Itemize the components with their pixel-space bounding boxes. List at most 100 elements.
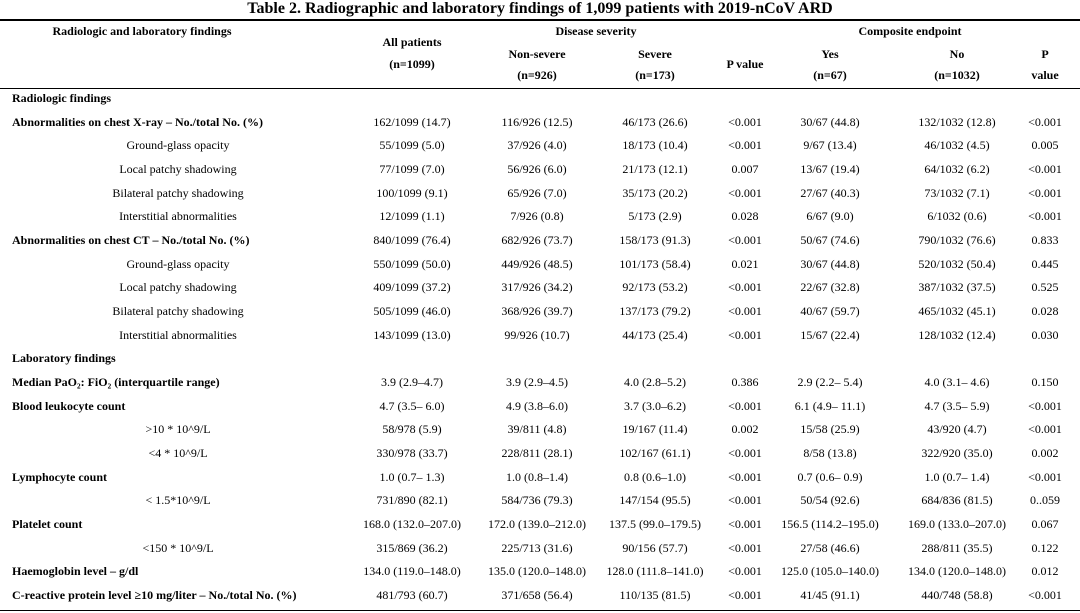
table-cell: 0.386 xyxy=(731,375,759,390)
row-label: Interstitial abnormalities xyxy=(119,327,237,342)
table-cell: 6/1032 (0.6) xyxy=(927,209,987,224)
table-cell: 56/926 (6.0) xyxy=(507,162,567,176)
table-cell: 520/1032 (50.4) xyxy=(918,256,996,271)
row-label: Interstitial abnormalities xyxy=(119,209,237,224)
row-label: Haemoglobin level – g/dl xyxy=(12,564,139,579)
table-cell: 0.007 xyxy=(731,162,759,176)
table-cell: <0.001 xyxy=(728,304,762,319)
table-cell: 27/67 (40.3) xyxy=(800,185,860,200)
table-cell: 684/836 (81.5) xyxy=(921,493,993,508)
table-cell: 0.525 xyxy=(1031,280,1059,295)
table-cell: 4.0 (2.8–5.2) xyxy=(624,375,686,390)
table-cell: 50/67 (74.6) xyxy=(800,233,860,248)
table-cell: 330/978 (33.7) xyxy=(376,446,448,461)
row-label: Local patchy shadowing xyxy=(119,280,237,295)
table-cell: 40/67 (59.7) xyxy=(800,304,860,319)
table-cell: 322/920 (35.0) xyxy=(921,446,993,461)
header-cell: P value xyxy=(726,57,764,71)
table-cell: 9/67 (13.4) xyxy=(803,138,857,153)
header-cell: No xyxy=(949,47,965,61)
table-cell: 0.021 xyxy=(731,256,759,271)
table-cell: 101/173 (58.4) xyxy=(619,256,691,271)
table-cell: <0.001 xyxy=(1028,588,1062,603)
table-cell: 30/67 (44.8) xyxy=(800,114,860,129)
row-label: Local patchy shadowing xyxy=(119,162,237,176)
table-cell: <0.001 xyxy=(728,446,762,461)
table-cell: <0.001 xyxy=(728,588,762,603)
table-cell: 0.445 xyxy=(1031,256,1059,271)
table-cell: 550/1099 (50.0) xyxy=(373,256,451,271)
table-cell: 6.1 (4.9– 11.1) xyxy=(794,398,866,413)
table-cell: 731/890 (82.1) xyxy=(376,493,448,508)
table-cell: 27/58 (46.6) xyxy=(800,540,860,555)
table-cell: 12/1099 (1.1) xyxy=(379,209,445,224)
row-label: < 1.5*10^9/L xyxy=(145,493,211,508)
table-cell: <0.001 xyxy=(1028,114,1062,129)
table-cell: 368/926 (39.7) xyxy=(501,304,573,319)
table-cell: <0.001 xyxy=(728,564,762,579)
table-cell: 46/1032 (4.5) xyxy=(924,138,990,153)
table-cell: 55/1099 (5.0) xyxy=(379,138,445,153)
table-cell: 315/869 (36.2) xyxy=(376,540,448,555)
table-cell: 44/173 (25.4) xyxy=(622,327,688,342)
table-cell: 65/926 (7.0) xyxy=(507,185,567,200)
header-cell: (n=173) xyxy=(635,68,675,82)
table-cell: 137.5 (99.0–179.5) xyxy=(609,517,701,532)
table-cell: 0.002 xyxy=(1031,446,1059,461)
table-cell: 0.012 xyxy=(1031,564,1059,579)
top-rule xyxy=(0,19,1080,21)
table-cell: 15/67 (22.4) xyxy=(800,327,860,342)
header-cell: Composite endpoint xyxy=(858,24,962,38)
table-cell: 110/135 (81.5) xyxy=(619,588,691,603)
table-cell: <0.001 xyxy=(1028,185,1062,200)
table-cell: 172.0 (139.0–212.0) xyxy=(488,517,586,532)
table-cell: 7/926 (0.8) xyxy=(510,209,564,224)
row-label: Platelet count xyxy=(12,517,83,532)
table-cell: 682/926 (73.7) xyxy=(501,233,573,248)
row-label: Blood leukocyte count xyxy=(12,398,126,413)
table-cell: 156.5 (114.2–195.0) xyxy=(781,517,879,532)
table-cell: 0.122 xyxy=(1031,540,1059,555)
header-cell: Disease severity xyxy=(555,24,637,38)
row-label: Median PaO₂: FiO₂ (interquartile range) xyxy=(12,375,220,390)
table-cell: <0.001 xyxy=(728,327,762,342)
table-cell: 37/926 (4.0) xyxy=(507,138,567,153)
table-cell: 0.150 xyxy=(1031,375,1059,390)
row-label: Ground-glass opacity xyxy=(126,256,230,271)
table-cell: <0.001 xyxy=(1028,469,1062,484)
table-cell: <0.001 xyxy=(1028,422,1062,437)
table-cell: 440/748 (58.8) xyxy=(921,588,993,603)
header-cell: Non-severe xyxy=(508,47,566,61)
row-label: Lymphocyte count xyxy=(12,469,108,484)
table-cell: 135.0 (120.0–148.0) xyxy=(488,564,586,579)
row-label: Abnormalities on chest X-ray – No./total… xyxy=(12,114,263,129)
table-cell: 21/173 (12.1) xyxy=(622,162,688,176)
table-cell: <0.001 xyxy=(728,493,762,508)
table-cell: 143/1099 (13.0) xyxy=(373,327,451,342)
table-cell: <0.001 xyxy=(728,540,762,555)
table-cell: 465/1032 (45.1) xyxy=(918,304,996,319)
table-cell: 15/58 (25.9) xyxy=(800,422,860,437)
table-cell: 64/1032 (6.2) xyxy=(924,162,990,176)
row-label: Bilateral patchy shadowing xyxy=(112,185,244,200)
header-cell: Severe xyxy=(638,47,672,61)
table-cell: 43/920 (4.7) xyxy=(927,422,987,437)
header-cell: P xyxy=(1041,47,1049,61)
table-cell: 4.0 (3.1– 4.6) xyxy=(924,375,990,390)
header-rule xyxy=(0,88,1080,89)
table-cell: 132/1032 (12.8) xyxy=(918,114,996,129)
table-cell: 1.0 (0.7– 1.3) xyxy=(379,469,445,484)
table-cell: 18/173 (10.4) xyxy=(622,138,688,153)
table-cell: 99/926 (10.7) xyxy=(504,327,570,342)
row-label: Radiologic findings xyxy=(12,91,112,105)
table-cell: 840/1099 (76.4) xyxy=(373,233,451,248)
table-cell: 449/926 (48.5) xyxy=(501,256,573,271)
table-cell: 0.028 xyxy=(1031,304,1059,319)
table-cell: 0.833 xyxy=(1031,233,1059,248)
table-cell: 13/67 (19.4) xyxy=(800,162,860,176)
header-cell: Radiologic and laboratory findings xyxy=(52,24,232,38)
table-cell: 0.002 xyxy=(731,422,759,437)
table-cell: 147/154 (95.5) xyxy=(619,493,691,508)
table-cell: 162/1099 (14.7) xyxy=(373,114,451,129)
